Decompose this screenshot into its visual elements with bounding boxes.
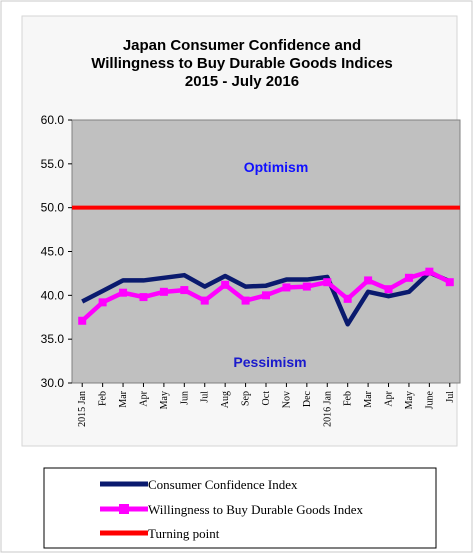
data-point-willingness-to-buy-durable-goods-index bbox=[180, 286, 189, 295]
title-line-3: 2015 - July 2016 bbox=[185, 73, 299, 90]
data-point-willingness-to-buy-durable-goods-index bbox=[302, 282, 311, 291]
legend-label-consumer-confidence: Consumer Confidence Index bbox=[148, 477, 298, 492]
x-tick-label: Apr bbox=[384, 390, 395, 406]
title-line-1: Japan Consumer Confidence and bbox=[123, 37, 361, 54]
y-axis: 30.0 35.0 40.0 45.0 50.0 55.0 60.0 bbox=[41, 113, 72, 390]
title-line-2: Willingness to Buy Durable Goods Indices bbox=[91, 55, 393, 72]
x-tick-label: Mar bbox=[118, 390, 129, 407]
legend-label-turning-point: Turning point bbox=[148, 526, 220, 541]
x-tick-label: May bbox=[159, 391, 170, 409]
optimism-label: Optimism bbox=[244, 159, 309, 175]
x-tick-label: Jul bbox=[445, 391, 456, 403]
x-tick-label: Feb bbox=[343, 391, 354, 406]
data-point-willingness-to-buy-durable-goods-index bbox=[98, 298, 107, 307]
legend: Consumer Confidence Index Willingness to… bbox=[43, 467, 437, 549]
data-point-willingness-to-buy-durable-goods-index bbox=[78, 316, 87, 325]
y-tick-label: 60.0 bbox=[41, 113, 65, 127]
data-point-willingness-to-buy-durable-goods-index bbox=[119, 288, 128, 297]
x-tick-label: Mar bbox=[363, 390, 374, 407]
x-tick-label: Apr bbox=[138, 390, 149, 406]
x-tick-label: 2015 Jan bbox=[77, 391, 88, 427]
data-point-willingness-to-buy-durable-goods-index bbox=[323, 278, 332, 287]
y-tick-label: 30.0 bbox=[41, 376, 65, 390]
x-tick-label: Sep bbox=[241, 391, 252, 406]
y-tick-label: 55.0 bbox=[41, 157, 65, 171]
data-point-willingness-to-buy-durable-goods-index bbox=[221, 280, 230, 289]
x-tick-label: Nov bbox=[281, 391, 292, 408]
legend-label-willingness: Willingness to Buy Durable Goods Index bbox=[148, 502, 364, 517]
x-tick-label: Jun bbox=[179, 391, 190, 405]
x-axis: 2015 Jan Feb Mar Apr May Jun Jul Aug Sep Oct Nov De… bbox=[77, 383, 456, 427]
series-layer bbox=[72, 205, 460, 327]
x-tick-label: Jul bbox=[200, 391, 211, 403]
series-line-consumer-confidence-index bbox=[81, 270, 451, 327]
plot-area bbox=[71, 119, 461, 384]
x-tick-label: Oct bbox=[261, 391, 272, 406]
data-point-willingness-to-buy-durable-goods-index bbox=[425, 267, 434, 276]
data-point-willingness-to-buy-durable-goods-index bbox=[343, 294, 352, 303]
x-tick-label: Dec bbox=[302, 390, 313, 407]
data-point-willingness-to-buy-durable-goods-index bbox=[139, 293, 148, 302]
y-tick-label: 50.0 bbox=[41, 201, 65, 215]
x-tick-label: June bbox=[424, 390, 435, 409]
data-point-willingness-to-buy-durable-goods-index bbox=[384, 285, 393, 294]
data-point-willingness-to-buy-durable-goods-index bbox=[262, 291, 270, 300]
y-tick-label: 35.0 bbox=[41, 332, 65, 346]
data-point-willingness-to-buy-durable-goods-index bbox=[241, 296, 250, 305]
legend-marker-willingness bbox=[119, 504, 129, 514]
data-point-willingness-to-buy-durable-goods-index bbox=[282, 283, 291, 292]
data-point-willingness-to-buy-durable-goods-index bbox=[445, 278, 454, 287]
x-tick-label: 2016 Jan bbox=[322, 391, 333, 427]
x-tick-label: Aug bbox=[220, 391, 231, 408]
chart-title: Japan Consumer Confidence and Willingnes… bbox=[91, 37, 393, 90]
y-tick-label: 40.0 bbox=[41, 288, 65, 302]
data-point-willingness-to-buy-durable-goods-index bbox=[200, 296, 209, 305]
data-point-willingness-to-buy-durable-goods-index bbox=[404, 273, 413, 282]
data-point-willingness-to-buy-durable-goods-index bbox=[364, 276, 373, 285]
data-point-willingness-to-buy-durable-goods-index bbox=[159, 287, 168, 296]
pessimism-label: Pessimism bbox=[233, 354, 306, 370]
x-tick-label: May bbox=[404, 391, 415, 409]
y-tick-label: 45.0 bbox=[41, 245, 65, 259]
x-tick-label: Feb bbox=[98, 391, 109, 406]
